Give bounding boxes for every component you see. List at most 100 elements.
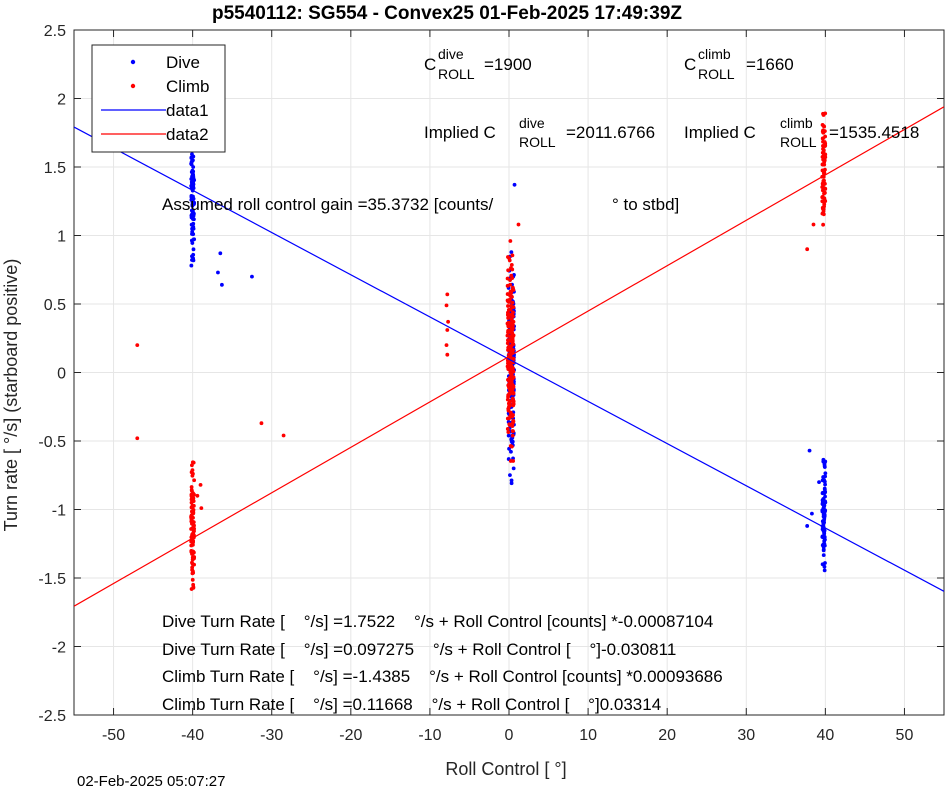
climb-point <box>821 207 826 211</box>
climb-point <box>190 577 195 582</box>
c-dive-label: C <box>424 55 436 74</box>
x-tick-label: -50 <box>102 727 125 744</box>
climb-point <box>821 130 826 135</box>
dive-point <box>192 217 196 222</box>
dive-point <box>822 486 827 491</box>
climb-point <box>190 468 195 473</box>
climb-point <box>189 505 194 510</box>
data2-fit-line <box>74 106 944 607</box>
climb-point <box>510 350 515 355</box>
climb-point <box>509 266 513 270</box>
climb-point <box>822 170 826 174</box>
dive-point <box>823 474 828 479</box>
x-tick-label: 0 <box>505 727 514 744</box>
dive-point <box>507 446 511 451</box>
climb-point <box>135 343 140 347</box>
climb-point <box>509 273 514 278</box>
dive-point <box>822 528 827 533</box>
climb-point <box>821 124 826 128</box>
climb-point <box>506 323 511 328</box>
climb-point <box>507 338 512 342</box>
climb-point <box>507 315 511 320</box>
implied-dive-value: =2011.6766 <box>566 123 655 142</box>
dive-point <box>512 182 517 187</box>
dive-point <box>190 202 195 207</box>
climb-point <box>199 506 204 511</box>
climb-point <box>135 436 140 441</box>
dive-point <box>511 456 515 461</box>
climb-point <box>191 528 196 533</box>
legend-data2-label: data2 <box>166 125 209 144</box>
y-tick-label: -2.5 <box>38 708 66 725</box>
climb-point <box>508 410 513 415</box>
climb-point <box>510 433 515 438</box>
dive-point <box>218 251 223 256</box>
climb-point <box>189 500 194 505</box>
dive-point <box>191 154 196 159</box>
climb-point <box>823 134 828 139</box>
x-tick-label: 40 <box>816 727 834 744</box>
climb-point <box>506 348 510 352</box>
dive-point <box>822 568 827 573</box>
climb-point <box>198 482 203 487</box>
y-tick-label: 1 <box>57 229 66 246</box>
c-climb-value: =1660 <box>746 55 794 74</box>
climb-point <box>445 292 450 297</box>
dive-point <box>820 562 825 567</box>
climb-point <box>820 154 825 159</box>
x-tick-label: -20 <box>339 727 362 744</box>
climb-point <box>189 485 194 489</box>
dive-point <box>220 282 224 287</box>
climb-point <box>445 352 450 357</box>
c-dive-sup: dive <box>438 46 464 62</box>
fit-line-dive-counts: Dive Turn Rate [ °/s] =1.7522 °/s + Roll… <box>162 612 713 631</box>
climb-point <box>510 285 515 290</box>
climb-point <box>505 364 510 369</box>
implied-climb-sup: climb <box>780 115 813 131</box>
climb-point <box>444 343 449 347</box>
dive-point <box>506 433 511 438</box>
climb-point <box>190 463 194 468</box>
y-tick-label: 0.5 <box>44 297 66 314</box>
x-tick-label: -40 <box>181 727 204 744</box>
climb-point <box>511 398 515 403</box>
dive-point <box>805 524 810 528</box>
legend-climb-label: Climb <box>166 77 209 96</box>
climb-point <box>510 294 514 299</box>
dive-point <box>820 491 825 496</box>
climb-point <box>192 478 197 483</box>
dive-point <box>189 213 194 218</box>
dive-point <box>821 553 826 558</box>
climb-point <box>190 571 195 576</box>
dive-point <box>509 478 514 483</box>
climb-point <box>506 394 510 399</box>
dive-point <box>821 457 826 462</box>
dive-point <box>822 513 827 518</box>
climb-point <box>821 185 826 190</box>
implied-dive-label: Implied C <box>424 123 496 142</box>
dive-point <box>821 506 826 511</box>
climb-point <box>192 555 197 559</box>
climb-point <box>822 196 827 201</box>
climb-point <box>190 560 194 565</box>
climb-point <box>510 376 515 381</box>
y-tick-label: 2.5 <box>44 23 66 40</box>
dive-point <box>810 511 814 516</box>
dive-point <box>189 183 194 188</box>
climb-point <box>191 471 195 476</box>
climb-point <box>510 300 515 305</box>
climb-point <box>821 162 825 167</box>
climb-point <box>506 430 511 435</box>
y-tick-label: 2 <box>57 92 66 109</box>
scatter-points <box>135 111 828 591</box>
dive-point <box>817 480 821 484</box>
c-climb-label: C <box>684 55 696 74</box>
fit-line-climb-counts: Climb Turn Rate [ °/s] =-1.4385 °/s + Ro… <box>162 667 723 686</box>
fit-lines <box>74 106 944 607</box>
climb-point <box>821 147 825 151</box>
climb-point <box>195 493 200 498</box>
y-tick-label: -2 <box>52 640 66 657</box>
climb-point <box>190 460 195 465</box>
climb-point <box>811 222 816 227</box>
